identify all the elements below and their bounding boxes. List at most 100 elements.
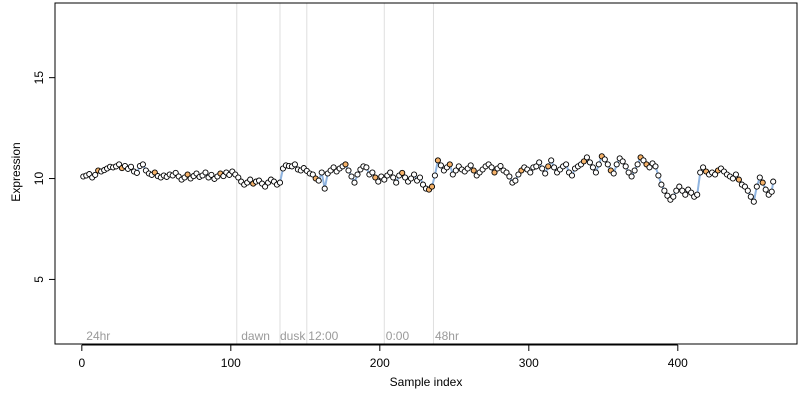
data-point-190 xyxy=(646,164,653,171)
annotation-4: 0:00 xyxy=(386,329,410,343)
data-point-146 xyxy=(515,171,522,178)
y-tick-label-1: 10 xyxy=(32,172,46,186)
y-axis-title: Expression xyxy=(9,142,23,201)
annotation-1: dawn xyxy=(241,329,270,343)
data-point-97 xyxy=(369,169,376,176)
data-point-52 xyxy=(235,174,242,181)
data-point-178 xyxy=(610,170,617,177)
axes: 0 100 200 300 400 5 10 15 xyxy=(32,2,798,370)
data-point-226 xyxy=(753,183,760,190)
y-tick-label-0: 5 xyxy=(32,276,46,283)
data-point-156 xyxy=(545,163,552,170)
data-point-162 xyxy=(563,161,570,168)
data-point-110 xyxy=(408,175,415,182)
data-point-188 xyxy=(640,157,647,164)
data-point-66 xyxy=(276,179,284,186)
data-point-158 xyxy=(551,164,558,171)
data-point-168 xyxy=(580,158,587,165)
data-point-231 xyxy=(768,188,775,195)
data-point-212 xyxy=(712,171,719,178)
data-point-223 xyxy=(744,187,751,194)
data-point-232 xyxy=(770,178,777,185)
data-point-219 xyxy=(732,171,739,178)
data-point-207 xyxy=(697,169,704,176)
data-points xyxy=(80,153,777,205)
data-point-123 xyxy=(446,161,453,168)
data-point-206 xyxy=(694,191,701,198)
data-point-20 xyxy=(139,161,146,168)
data-point-130 xyxy=(467,162,474,169)
data-point-71 xyxy=(291,161,298,168)
data-point-208 xyxy=(700,164,707,171)
data-point-176 xyxy=(604,161,611,168)
data-point-4 xyxy=(92,171,99,178)
data-point-184 xyxy=(628,173,635,180)
data-point-131 xyxy=(470,167,477,174)
data-point-145 xyxy=(512,177,519,184)
data-point-143 xyxy=(506,173,513,180)
data-point-90 xyxy=(348,173,355,180)
data-point-182 xyxy=(622,163,629,170)
data-point-81 xyxy=(321,185,328,192)
data-point-111 xyxy=(411,171,418,178)
data-point-194 xyxy=(658,181,665,188)
data-point-196 xyxy=(664,192,671,199)
data-point-204 xyxy=(688,189,695,196)
data-point-125 xyxy=(452,167,459,174)
data-point-118 xyxy=(431,172,438,179)
data-point-108 xyxy=(402,174,409,181)
data-point-186 xyxy=(634,161,641,168)
data-point-61 xyxy=(262,183,269,190)
data-point-169 xyxy=(583,154,590,161)
data-point-228 xyxy=(759,179,766,186)
data-point-80 xyxy=(318,169,325,176)
x-tick-label-1: 100 xyxy=(221,356,241,370)
data-point-79 xyxy=(315,177,322,184)
data-point-220 xyxy=(735,176,742,183)
data-point-18 xyxy=(133,169,140,176)
data-point-119 xyxy=(434,157,441,164)
data-point-114 xyxy=(419,181,427,188)
data-point-113 xyxy=(416,174,424,181)
data-point-175 xyxy=(601,156,608,163)
x-tick-label-2: 200 xyxy=(370,356,390,370)
data-point-172 xyxy=(592,169,599,176)
data-point-181 xyxy=(619,158,626,165)
x-axis-title: Sample index xyxy=(390,375,463,389)
data-point-199 xyxy=(673,187,680,194)
data-point-103 xyxy=(387,169,394,176)
data-point-41 xyxy=(202,169,209,176)
data-point-56 xyxy=(247,176,254,183)
x-tick-label-4: 400 xyxy=(668,356,688,370)
annotations: 24hr dawn dusk 12:00 0:00 48hr xyxy=(86,329,459,343)
data-point-198 xyxy=(670,193,677,200)
data-point-202 xyxy=(682,191,689,198)
data-point-104 xyxy=(390,174,397,181)
data-point-89 xyxy=(345,167,352,174)
data-point-43 xyxy=(208,171,215,178)
data-point-157 xyxy=(548,157,555,164)
data-point-152 xyxy=(533,163,540,170)
data-point-218 xyxy=(729,175,736,182)
data-point-200 xyxy=(676,183,683,190)
data-point-98 xyxy=(372,174,379,181)
data-point-92 xyxy=(354,171,361,178)
data-point-193 xyxy=(655,172,662,179)
data-point-170 xyxy=(586,159,593,166)
data-point-183 xyxy=(625,169,632,176)
data-point-88 xyxy=(342,161,349,168)
x-tick-label-0: 0 xyxy=(78,356,85,370)
data-point-171 xyxy=(589,164,596,171)
data-point-77 xyxy=(309,171,316,178)
data-point-120 xyxy=(437,162,444,169)
data-point-107 xyxy=(399,169,406,176)
data-point-153 xyxy=(536,159,543,166)
data-point-225 xyxy=(750,198,757,205)
data-point-222 xyxy=(741,183,748,190)
data-point-224 xyxy=(747,193,754,200)
data-point-185 xyxy=(631,167,638,174)
data-point-140 xyxy=(497,162,504,170)
data-point-154 xyxy=(539,165,546,172)
